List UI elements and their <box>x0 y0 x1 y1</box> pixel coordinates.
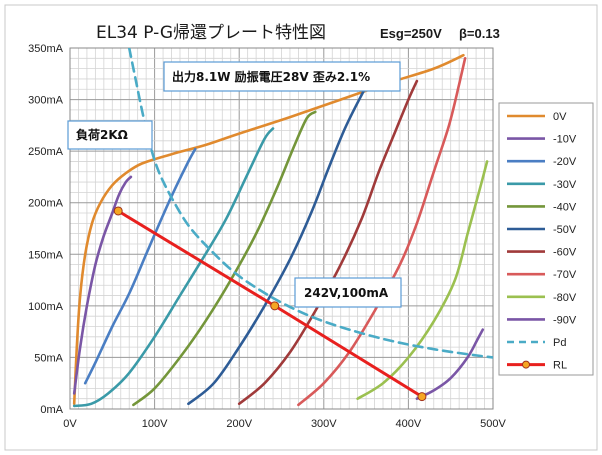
output-annotation-text: 出力8.1W 励振電圧28V 歪み2.1% <box>172 69 370 84</box>
point-annotation-text: 242V,100mA <box>304 286 389 300</box>
load-line-point <box>270 301 280 311</box>
output-annotation: 出力8.1W 励振電圧28V 歪み2.1% <box>163 61 401 92</box>
x-tick-label: 500V <box>480 418 506 430</box>
legend-label-60v: -60V <box>553 247 577 259</box>
load-annotation-text: 負荷2KΩ <box>76 127 128 142</box>
series-line-60v <box>237 79 419 406</box>
chart-subtitle-beta: β=0.13 <box>459 26 500 41</box>
legend-label-80v: -80V <box>553 292 577 304</box>
load-line-point <box>417 392 427 402</box>
x-tick-label: 0V <box>63 418 77 430</box>
legend-label-70v: -70V <box>553 269 577 281</box>
x-tick-label: 200V <box>226 418 252 430</box>
series-line-70v <box>297 57 467 407</box>
y-tick-label: 350mA <box>28 43 64 55</box>
load-annotation: 負荷2KΩ <box>67 120 153 150</box>
legend: 0V -10V -20V -30V -40V -50V -60V -70V -80V -90V Pd… <box>507 111 577 372</box>
series-line-80v <box>356 160 489 400</box>
series-layer <box>72 48 493 408</box>
y-tick-label: 50mA <box>34 352 63 364</box>
series-line-50v <box>187 85 368 406</box>
x-tick-label: 400V <box>396 418 422 430</box>
x-tick-label: 300V <box>311 418 337 430</box>
y-tick-label: 200mA <box>28 198 64 210</box>
series-line-30v <box>72 127 275 408</box>
chart-title: EL34 P-G帰還プレート特性図 <box>96 23 326 43</box>
legend-label-0v: 0V <box>553 111 567 123</box>
legend-label-40v: -40V <box>553 201 577 213</box>
series-line-10v <box>72 175 133 395</box>
legend-label-90v: -90V <box>553 314 577 326</box>
series-line-0v <box>72 53 465 406</box>
series-line-40v <box>132 110 317 407</box>
plot-border <box>69 47 494 410</box>
x-tick-label: 100V <box>142 418 168 430</box>
point-annotation: 242V,100mA <box>294 277 402 308</box>
legend-marker-rl <box>522 360 530 369</box>
legend-label-30v: -30V <box>553 179 577 191</box>
legend-label-10v: -10V <box>553 134 577 146</box>
y-tick-label: 150mA <box>28 249 64 261</box>
grid <box>70 48 493 409</box>
legend-label-50v: -50V <box>553 224 577 236</box>
chart-subtitle-esg: Esg=250V <box>380 26 442 41</box>
legend-box <box>498 102 594 376</box>
legend-label-pd: Pd <box>553 337 566 349</box>
series-line-20v <box>83 147 197 385</box>
legend-label-rl: RL <box>553 360 567 372</box>
y-tick-label: 250mA <box>28 146 64 158</box>
legend-label-20v: -20V <box>553 156 577 168</box>
y-axis: 0mA 50mA 100mA 150mA 200mA 250mA 300mA 350mA <box>28 43 64 416</box>
load-line-point <box>113 206 123 216</box>
y-tick-label: 100mA <box>28 301 64 313</box>
y-tick-label: 0mA <box>40 404 63 416</box>
series-line-90v <box>415 328 485 400</box>
x-axis: 0V 100V 200V 300V 400V 500V <box>63 418 506 430</box>
y-tick-label: 300mA <box>28 95 64 107</box>
